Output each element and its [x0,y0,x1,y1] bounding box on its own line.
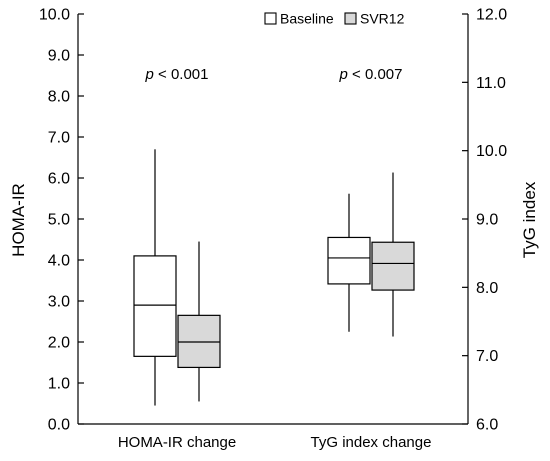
right-tick-label: 12.0 [476,7,507,24]
p-value-label: p < 0.001 [145,66,209,83]
box-plot-baseline [133,149,177,406]
right-tick-label: 10.0 [476,143,507,160]
boxes [133,149,415,406]
left-tick-label: 1.0 [48,376,70,393]
p-threshold: < 0.001 [154,66,209,83]
box-plot-svr12 [177,241,221,402]
box-iqr [133,255,177,357]
left-axis-ticks: 0.0 1.0 2.0 3.0 4.0 5.0 6.0 7.0 8.0 9.0 10.0 [39,7,84,434]
left-tick-label: 2.0 [48,335,70,352]
right-tick-label: 8.0 [476,280,498,297]
legend-label: SVR12 [360,11,405,27]
legend-swatch [264,12,277,25]
p-value-label: p < 0.007 [339,66,403,83]
right-axis-ticks: 6.0 7.0 8.0 9.0 10.0 11.0 12.0 [462,7,507,434]
left-tick-label: 10.0 [39,7,70,24]
right-tick-label: 11.0 [476,75,506,92]
left-tick-label: 3.0 [48,294,70,311]
left-tick-label: 4.0 [48,253,70,270]
box-plot-svr12 [371,172,415,337]
box-iqr [327,236,371,285]
right-tick-label: 7.0 [476,348,498,365]
legend-swatch [344,12,357,25]
left-tick-label: 0.0 [48,417,70,434]
box-iqr [371,241,415,291]
legend-item-baseline: Baseline [264,11,334,27]
left-axis-title: HOMA-IR [9,183,28,257]
p-value-labels: p < 0.001 p < 0.007 [145,66,403,83]
left-tick-label: 5.0 [48,212,70,229]
legend-label: Baseline [280,11,334,27]
category-labels: HOMA-IR change TyG index change [118,434,432,451]
category-label: HOMA-IR change [118,434,236,451]
left-tick-label: 6.0 [48,171,70,188]
right-tick-label: 9.0 [476,212,498,229]
category-label: TyG index change [311,434,432,451]
p-threshold: < 0.007 [348,66,403,83]
left-tick-label: 7.0 [48,130,70,147]
right-tick-label: 6.0 [476,417,498,434]
left-tick-label: 9.0 [48,48,70,65]
axes [77,14,469,425]
p-symbol: p [145,66,154,83]
box-iqr [177,314,221,369]
box-plot-baseline [327,193,371,332]
left-tick-label: 8.0 [48,89,70,106]
legend: Baseline SVR12 [264,11,405,27]
right-axis-title: TyG index [520,181,539,258]
p-symbol: p [339,66,348,83]
legend-item-svr12: SVR12 [344,11,405,27]
